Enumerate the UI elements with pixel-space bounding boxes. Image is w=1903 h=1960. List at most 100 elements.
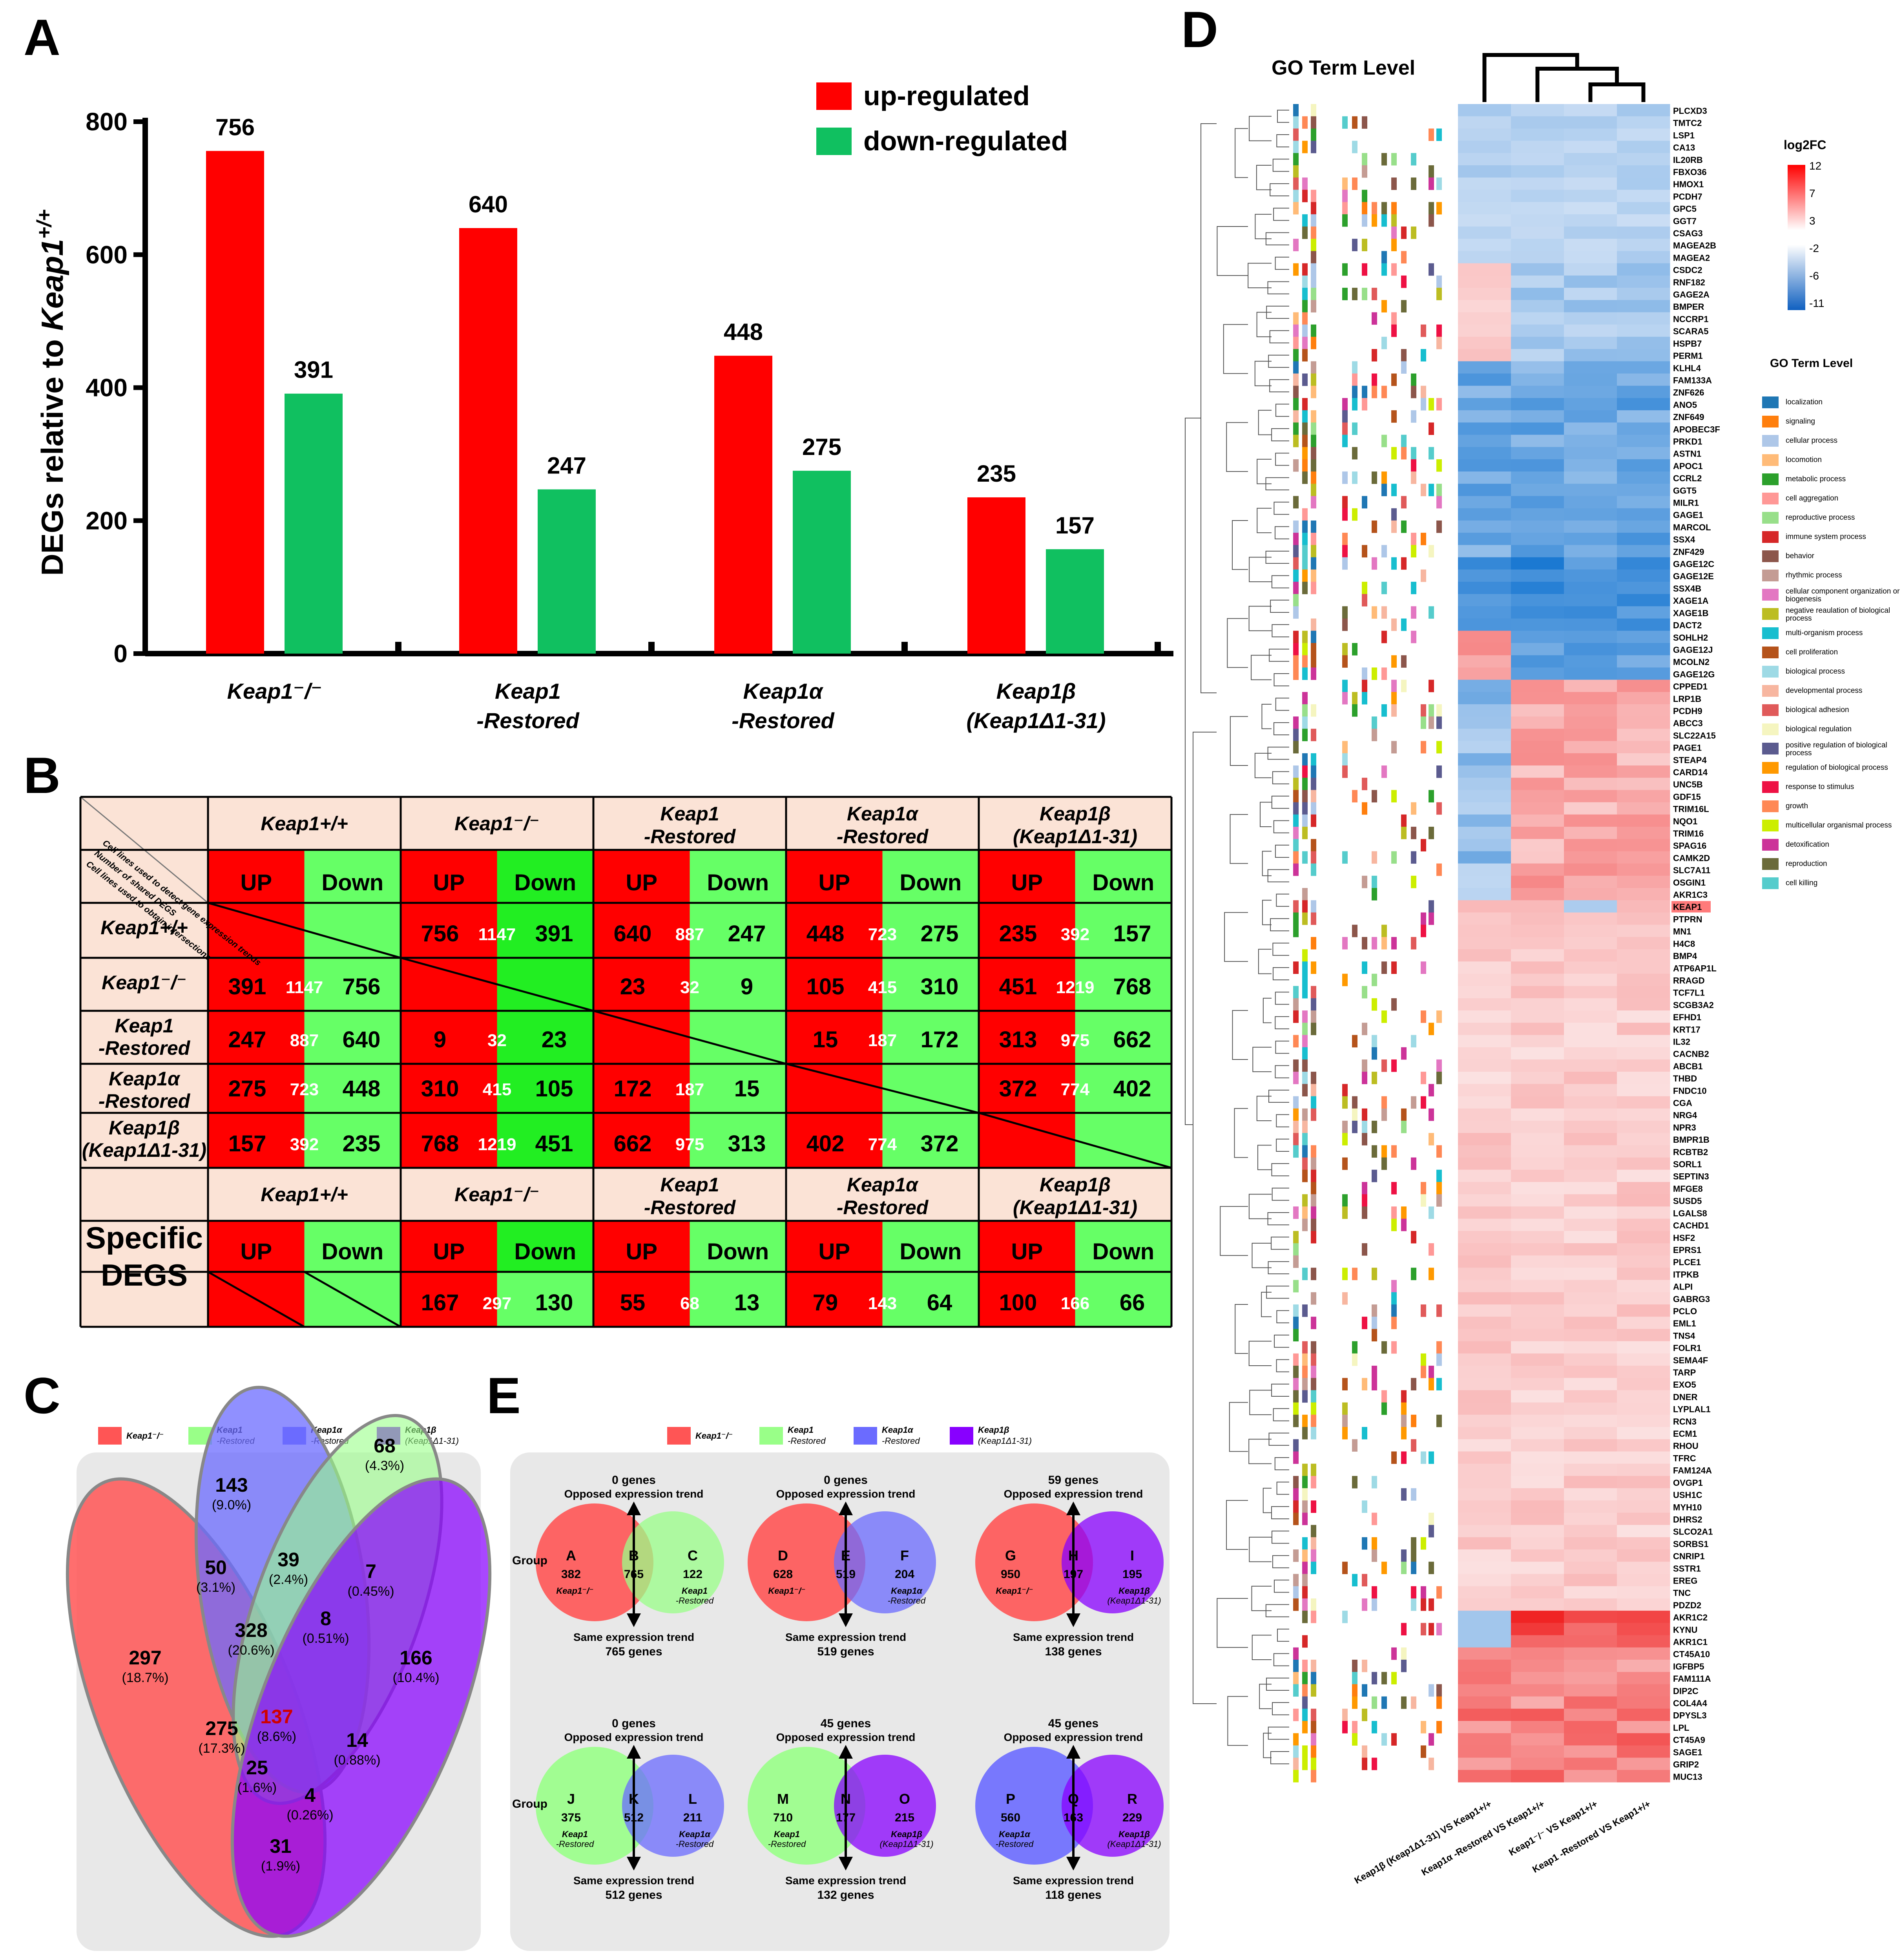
down-header-cell	[882, 850, 979, 903]
gene-label: CA13	[1673, 143, 1695, 153]
go-term-bar	[1342, 435, 1348, 448]
bar-value-label: 640	[469, 191, 508, 217]
go-term-bar	[1429, 606, 1434, 619]
go-term-bar	[1362, 875, 1367, 888]
set-count-shared: 177	[836, 1811, 856, 1824]
go-term-bar	[1381, 484, 1387, 497]
heatmap-cell	[1511, 373, 1564, 386]
go-term-bar	[1391, 1292, 1397, 1305]
go-term-bar	[1352, 1353, 1357, 1366]
go-term-bar	[1352, 361, 1357, 374]
heatmap-cell	[1458, 484, 1511, 497]
go-term-bar	[1401, 1623, 1407, 1636]
set-name-right: Keap1β	[891, 1829, 922, 1839]
gene-label: CSDC2	[1673, 265, 1702, 275]
heatmap-cell	[1617, 630, 1670, 643]
go-term-bar	[1391, 1059, 1397, 1072]
gene-label: TMTC2	[1673, 118, 1702, 128]
go-term-bar	[1311, 863, 1316, 876]
go-term-bar	[1302, 288, 1308, 300]
go-term-bar	[1411, 471, 1416, 484]
heatmap-cell	[1617, 1231, 1670, 1244]
heatmap-cell	[1617, 704, 1670, 717]
heatmap-cell	[1617, 1255, 1670, 1268]
specific-label: Specific	[86, 1220, 203, 1255]
opposed-gene-count: 0 genes	[824, 1474, 868, 1487]
go-term-bar	[1293, 104, 1299, 117]
go-term-bar	[1293, 153, 1299, 166]
heatmap-cell	[1564, 594, 1617, 606]
go-term-bar	[1429, 1268, 1434, 1280]
opposed-trend-label: Opposed expression trend	[776, 1731, 916, 1743]
heatmap-cell	[1458, 1684, 1511, 1697]
heatmap-cell	[1617, 1647, 1670, 1660]
go-term-bar	[1302, 581, 1308, 594]
heatmap-cell	[1458, 104, 1511, 117]
go-term-bar	[1381, 263, 1387, 276]
heatmap-cell	[1617, 949, 1670, 962]
go-term-bar	[1302, 1206, 1308, 1219]
go-legend-label: positive regulation of biological	[1786, 741, 1887, 749]
heatmap-cell	[1564, 177, 1617, 190]
heatmap-cell	[1511, 655, 1564, 668]
bar-value-label: 756	[215, 114, 255, 141]
heatmap-cell	[1564, 422, 1617, 435]
gene-label: GGT5	[1673, 486, 1697, 495]
go-term-bar	[1311, 361, 1316, 374]
gene-label: BMP4	[1673, 951, 1697, 961]
x-category-label-line2: -Restored	[732, 708, 835, 733]
go-term-bar	[1391, 1218, 1397, 1231]
heatmap-cell	[1511, 385, 1564, 398]
go-term-bar	[1362, 1378, 1367, 1390]
cell-up-count: 662	[614, 1131, 652, 1156]
gene-label: EREG	[1673, 1576, 1697, 1586]
go-term-bar	[1293, 1072, 1299, 1084]
heatmap-cell	[1511, 1292, 1564, 1305]
heatmap-cell	[1458, 974, 1511, 986]
gene-label: NRG4	[1673, 1111, 1697, 1120]
heatmap-cell	[1511, 937, 1564, 950]
go-term-bar	[1352, 447, 1357, 460]
go-term-bar	[1302, 1010, 1308, 1023]
go-term-bar	[1411, 1696, 1416, 1709]
go-term-bar	[1436, 1586, 1442, 1599]
go-legend-swatch	[1762, 877, 1779, 889]
go-term-bar	[1429, 1733, 1434, 1746]
heatmap-cell	[1617, 1145, 1670, 1158]
heatmap-cell	[1511, 1525, 1564, 1538]
heatmap-cell	[1458, 912, 1511, 925]
go-term-bar	[1342, 765, 1348, 778]
gene-label: GAGE12C	[1673, 559, 1714, 569]
heatmap-cell	[1458, 741, 1511, 754]
go-term-bar	[1293, 1439, 1299, 1452]
heatmap-cell	[1458, 851, 1511, 864]
go-term-bar	[1381, 1562, 1387, 1575]
heatmap-cell	[1564, 667, 1617, 680]
gene-label: PCDH9	[1673, 706, 1702, 716]
go-term-bar	[1429, 128, 1434, 141]
gene-label: SSX4	[1673, 535, 1695, 544]
heatmap-cell	[1458, 336, 1511, 349]
go-term-bar	[1391, 1647, 1397, 1660]
heatmap-cell	[1458, 1157, 1511, 1170]
go-term-bar	[1311, 190, 1316, 203]
go-legend-label: cellular process	[1786, 437, 1837, 445]
row-header-cell	[80, 958, 208, 1011]
heatmap-cell	[1458, 581, 1511, 594]
go-term-bar	[1311, 1010, 1316, 1023]
cell-down-count: 662	[1113, 1027, 1151, 1052]
heatmap-cell	[1458, 1611, 1511, 1623]
go-term-bar	[1391, 484, 1397, 497]
go-term-bar	[1342, 937, 1348, 950]
heatmap-cell	[1511, 1378, 1564, 1390]
heatmap-cell	[1511, 1072, 1564, 1084]
heatmap-cell	[1458, 1696, 1511, 1709]
go-term-bar	[1401, 1647, 1407, 1660]
go-term-bar	[1391, 655, 1397, 668]
go-term-bar	[1429, 484, 1434, 497]
go-term-bar	[1391, 239, 1397, 251]
go-legend-label: multicellular organismal process	[1786, 821, 1892, 829]
heatmap-cell	[1458, 128, 1511, 141]
heatmap-cell	[1511, 104, 1564, 117]
heatmap-cell	[1564, 1292, 1617, 1305]
